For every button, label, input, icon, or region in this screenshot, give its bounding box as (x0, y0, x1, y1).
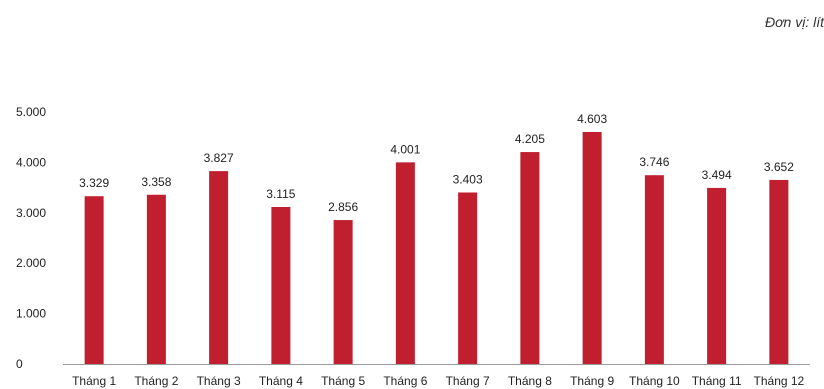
x-axis: Tháng 1 Tháng 2 Tháng 3 Tháng 4 Tháng 5 Tháng… (63, 364, 810, 388)
bar (146, 194, 166, 364)
bar (707, 187, 727, 364)
y-tick-label: 1.000 (16, 307, 46, 321)
bar (458, 192, 478, 364)
data-label: 4.603 (577, 112, 607, 126)
x-tick-label: Tháng 4 (259, 374, 303, 388)
x-tick-label: Tháng 8 (508, 374, 552, 388)
x-tick-label: Tháng 11 (692, 374, 742, 388)
y-tick-label: 2.000 (16, 256, 46, 270)
bar (209, 171, 229, 364)
bar (582, 132, 602, 364)
x-tick-label: Tháng 2 (134, 374, 178, 388)
y-axis: 0 1.000 2.000 3.000 4.000 5.000 (16, 105, 46, 371)
data-label: 4.001 (390, 142, 420, 156)
data-label: 3.652 (764, 160, 794, 174)
data-label: 2.856 (328, 200, 358, 214)
x-tick-label: Tháng 1 (72, 374, 116, 388)
bars (84, 132, 789, 364)
data-labels: 3.329 3.358 3.827 3.115 2.856 4.001 3.403 4.205… (79, 112, 794, 214)
y-tick-label: 4.000 (16, 155, 46, 169)
bar (769, 179, 789, 364)
data-label: 3.358 (141, 175, 171, 189)
y-tick-label: 3.000 (16, 206, 46, 220)
bar (84, 196, 104, 364)
data-label: 3.746 (639, 155, 669, 169)
x-tick-label: Tháng 6 (383, 374, 427, 388)
bar (333, 220, 353, 364)
data-label: 3.827 (204, 151, 234, 165)
data-label: 3.115 (266, 187, 295, 201)
bar (520, 152, 540, 364)
bar (271, 207, 291, 364)
data-label: 3.329 (79, 176, 109, 190)
x-tick-label: Tháng 3 (197, 374, 241, 388)
x-tick-label: Tháng 9 (570, 374, 614, 388)
unit-note: Đơn vị: lít (764, 14, 824, 30)
y-tick-label: 0 (16, 357, 23, 371)
x-tick-label: Tháng 7 (446, 374, 490, 388)
x-tick-label: Tháng 5 (321, 374, 365, 388)
data-label: 4.205 (515, 132, 545, 146)
x-tick-label: Tháng 12 (754, 374, 805, 388)
bar (395, 162, 415, 364)
x-tick-label: Tháng 10 (629, 374, 680, 388)
data-label: 3.403 (453, 172, 483, 186)
y-tick-label: 5.000 (16, 105, 46, 119)
bar (644, 175, 664, 364)
data-label: 3.494 (702, 168, 732, 182)
